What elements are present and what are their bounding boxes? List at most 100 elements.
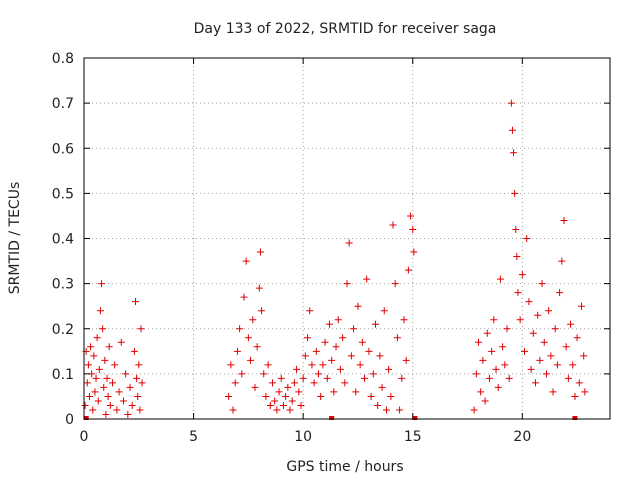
data-point (136, 406, 144, 414)
data-point (247, 356, 255, 364)
data-point (251, 383, 259, 391)
data-point (277, 374, 285, 382)
data-point (341, 379, 349, 387)
data-point (575, 379, 583, 387)
data-point (376, 352, 384, 360)
data-point (128, 401, 136, 409)
data-point (371, 320, 379, 328)
y-tick-label: 0.8 (52, 51, 74, 67)
data-point (529, 329, 537, 337)
data-point (138, 379, 146, 387)
data-point (134, 392, 142, 400)
data-point (536, 356, 544, 364)
data-point (580, 352, 588, 360)
data-point (103, 374, 111, 382)
data-point (108, 379, 116, 387)
data-point (306, 307, 314, 315)
data-point (124, 410, 132, 418)
data-point (343, 280, 351, 288)
data-point (117, 338, 125, 346)
data-point (523, 235, 531, 242)
data-point (525, 298, 533, 306)
x-tick-label: 15 (404, 429, 422, 445)
data-point (547, 352, 555, 360)
data-point (385, 365, 393, 373)
data-point (578, 302, 586, 310)
data-point (87, 343, 95, 351)
data-point (492, 365, 500, 373)
data-point (488, 347, 496, 355)
x-tick-label: 0 (80, 429, 89, 445)
data-point (282, 392, 290, 400)
data-point (391, 280, 399, 288)
chart-title: Day 133 of 2022, SRMTID for receiver sag… (194, 21, 497, 37)
data-point (104, 392, 112, 400)
data-point (115, 388, 123, 396)
data-point (249, 316, 257, 324)
zero-marker (572, 416, 578, 420)
data-point (382, 406, 390, 414)
data-point (255, 284, 263, 292)
data-point (89, 406, 97, 414)
data-point (279, 401, 287, 409)
y-tick-label: 0.7 (52, 96, 74, 112)
data-point (571, 392, 579, 400)
x-tick-label: 5 (189, 429, 198, 445)
data-point (398, 374, 406, 382)
data-point (319, 361, 327, 369)
points (81, 99, 589, 420)
y-tick-label: 0.2 (52, 322, 74, 338)
data-point (236, 325, 244, 333)
data-point (499, 343, 507, 351)
data-point (102, 410, 110, 418)
data-point (323, 374, 331, 382)
data-point (295, 388, 303, 396)
data-point (84, 361, 92, 369)
data-point (479, 356, 487, 364)
y-tick-label: 0.3 (52, 277, 74, 293)
data-point (130, 347, 138, 355)
data-point (256, 248, 264, 256)
data-point (356, 361, 364, 369)
data-point (332, 343, 340, 351)
data-point (301, 352, 309, 360)
y-tick-label: 0.6 (52, 141, 74, 157)
data-point (358, 338, 366, 346)
data-point (92, 374, 100, 382)
data-point (483, 329, 491, 337)
data-point (365, 347, 373, 355)
y-tick-label: 0 (65, 412, 74, 428)
data-point (95, 365, 103, 373)
data-point (81, 401, 89, 409)
data-point (475, 338, 482, 346)
data-point (531, 379, 539, 387)
data-point (549, 388, 557, 396)
data-point (101, 356, 109, 364)
data-point (288, 397, 296, 405)
data-point (380, 307, 388, 315)
data-point (573, 334, 581, 342)
data-point (284, 383, 292, 391)
data-point (308, 361, 316, 369)
data-point (275, 388, 283, 396)
data-point (551, 325, 559, 333)
data-point (553, 361, 561, 369)
data-point (367, 392, 375, 400)
x-axis-label: GPS time / hours (286, 459, 403, 475)
data-point (105, 343, 113, 351)
data-point (511, 189, 519, 197)
data-point (516, 316, 524, 324)
data-point (562, 343, 570, 351)
data-point (564, 374, 572, 382)
data-point (106, 401, 114, 409)
data-point (481, 397, 489, 405)
data-point (558, 257, 566, 265)
data-point (233, 347, 241, 355)
data-point (238, 370, 246, 378)
data-point (113, 406, 121, 414)
data-point (122, 370, 130, 378)
data-point (100, 383, 108, 391)
data-point (369, 370, 377, 378)
data-point (339, 334, 347, 342)
data-point (227, 361, 235, 369)
